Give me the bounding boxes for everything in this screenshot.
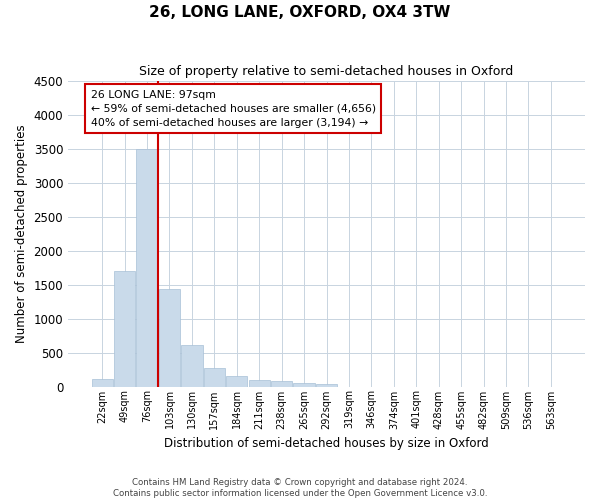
Bar: [271, 382, 292, 386]
Bar: [181, 345, 203, 387]
Text: 26, LONG LANE, OXFORD, OX4 3TW: 26, LONG LANE, OXFORD, OX4 3TW: [149, 5, 451, 20]
Text: Contains HM Land Registry data © Crown copyright and database right 2024.
Contai: Contains HM Land Registry data © Crown c…: [113, 478, 487, 498]
Text: 26 LONG LANE: 97sqm
← 59% of semi-detached houses are smaller (4,656)
40% of sem: 26 LONG LANE: 97sqm ← 59% of semi-detach…: [91, 90, 376, 128]
Y-axis label: Number of semi-detached properties: Number of semi-detached properties: [15, 124, 28, 343]
Bar: [248, 380, 270, 386]
Bar: [92, 379, 113, 386]
Bar: [316, 384, 337, 386]
Title: Size of property relative to semi-detached houses in Oxford: Size of property relative to semi-detach…: [139, 65, 514, 78]
Bar: [114, 271, 135, 386]
Bar: [204, 368, 225, 386]
X-axis label: Distribution of semi-detached houses by size in Oxford: Distribution of semi-detached houses by …: [164, 437, 489, 450]
Bar: [293, 383, 315, 386]
Bar: [226, 376, 247, 386]
Bar: [136, 148, 158, 386]
Bar: [159, 290, 180, 386]
